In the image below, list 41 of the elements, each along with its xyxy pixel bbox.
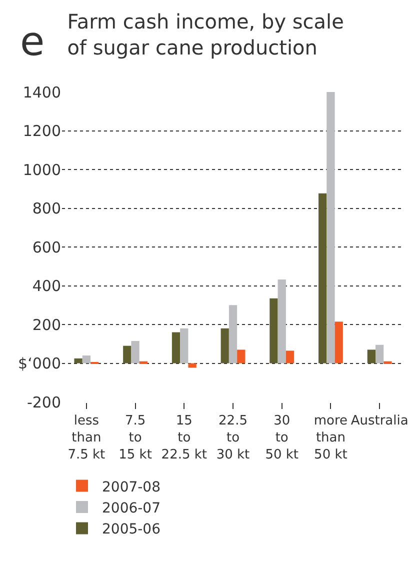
bar: [139, 361, 148, 364]
legend-label: 2005-06: [102, 522, 161, 538]
bar: [123, 346, 132, 364]
y-tick-label: 1000: [22, 160, 61, 179]
bar: [384, 361, 392, 364]
bar: [367, 350, 376, 364]
bar: [318, 193, 327, 364]
bar: [286, 350, 294, 364]
bar: [74, 358, 82, 364]
bar: [220, 328, 229, 364]
bar: [228, 305, 238, 364]
x-tick-label: more than 50 kt: [314, 414, 348, 462]
y-tick-label: 800: [32, 200, 61, 218]
bar: [188, 363, 196, 368]
bar: [270, 298, 278, 364]
y-tick-label: -200: [26, 393, 61, 412]
legend-label: 2007-08: [102, 479, 160, 496]
text: e: [20, 19, 45, 65]
bar: [131, 340, 140, 364]
bar: [376, 344, 384, 364]
bar: [326, 92, 335, 364]
x-tick-label: less than 7.5 kt: [68, 414, 106, 462]
x-tick-label: 22.5 to 30 kt: [216, 414, 250, 462]
y-tick-label: 400: [32, 277, 61, 295]
bar: [278, 280, 286, 364]
bar: [237, 350, 246, 364]
chart-title: Farm cash income, by scale of sugar cane production: [67, 10, 344, 60]
legend-label: 2006-07: [102, 500, 160, 516]
bar: [172, 332, 180, 364]
x-tick-label: 30 to 50 kt: [265, 414, 299, 462]
bar: [334, 322, 343, 364]
x-tick-label: 15 to 22.5 kt: [161, 414, 207, 462]
y-tick-label: 600: [32, 238, 61, 256]
y-tick-label: 1400: [22, 83, 61, 102]
x-tick-label: 7.5 to 15 kt: [118, 414, 152, 462]
bar: [180, 328, 188, 364]
y-tick-label: 1200: [22, 122, 61, 140]
x-tick-label: Australia: [350, 414, 408, 429]
y-tick-label: $‘000: [18, 354, 61, 372]
y-tick-label: 200: [32, 316, 61, 334]
bar: [82, 356, 90, 364]
